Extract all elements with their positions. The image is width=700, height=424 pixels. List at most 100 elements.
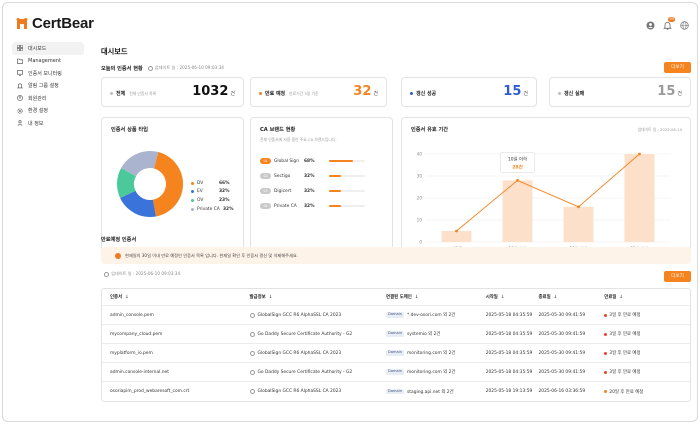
- app-name: CertBear: [32, 15, 94, 32]
- status-dot: [604, 370, 608, 374]
- bar-3[interactable]: [624, 154, 655, 242]
- panel-title: CA 브랜드 현황: [260, 127, 296, 133]
- line-point-0[interactable]: [455, 229, 458, 233]
- table-row[interactable]: osoriapim_prod_webaresoft_com.crt GlobalS…: [102, 382, 690, 401]
- ca-progress-fill: [329, 174, 341, 178]
- sidebar-item-label: 알림 그룹 설정: [28, 83, 59, 90]
- person-icon: [17, 120, 23, 127]
- cert-name[interactable]: mycompany_cloud.pem: [110, 331, 163, 337]
- legend-item-ev: EV 32%: [191, 188, 234, 197]
- linked-domain: Domain systemio 외 2건: [386, 331, 441, 337]
- y-tick-label: 0: [419, 240, 422, 245]
- column-header-start[interactable]: 시작일 ↓: [485, 295, 505, 300]
- rank-badge: 03: [260, 188, 271, 194]
- line-point-1[interactable]: [516, 179, 519, 182]
- domain-tag: Domain: [386, 388, 404, 395]
- status-dot: [110, 92, 113, 95]
- stat-card-renew-success[interactable]: 갱신 성공 15 건: [401, 77, 537, 107]
- end-date: 2025-05-30 09:41:59: [538, 369, 586, 375]
- column-header-domain[interactable]: 연결된 도메인 ↓: [386, 294, 419, 301]
- sidebar-item-members[interactable]: 회원관리: [12, 92, 84, 105]
- donut-slice-ov[interactable]: [117, 167, 137, 198]
- expiry-more-button[interactable]: 더보기: [664, 271, 691, 282]
- line-point-3[interactable]: [638, 152, 641, 156]
- bear-logo-icon: [15, 17, 29, 31]
- stat-value: 1032: [192, 84, 229, 99]
- cert-name[interactable]: osoriapim_prod_webaresoft_com.crt: [110, 389, 190, 394]
- status-dot: [604, 313, 608, 317]
- line-point-2[interactable]: [577, 205, 580, 209]
- check-circle-icon: [249, 389, 255, 394]
- sidebar-item-label: 대시보드: [28, 45, 47, 52]
- sidebar-item-dashboard[interactable]: 대시보드: [12, 42, 84, 55]
- tooltip-value: 28건: [512, 163, 523, 170]
- stat-card-total[interactable]: 전체 전체 인증서 목록 1032 건: [101, 77, 244, 107]
- stat-card-expiring[interactable]: 만료 예정 만료기간 3일 기준 32 건: [250, 77, 387, 107]
- sidebar-item-my-info[interactable]: 내 정보: [12, 117, 84, 130]
- cert-name[interactable]: admin_console.pem: [110, 312, 154, 318]
- ca-name: Global Sign: [274, 158, 299, 164]
- ca-brand-panel: CA 브랜드 현황 전체 인증서에 사용 중인 주요 CA 브랜드입니다. 01…: [250, 117, 393, 263]
- issuer-info: Go Daddy Secure Certificate Authority - …: [249, 331, 387, 337]
- sidebar-item-cert-monitoring[interactable]: 인증서 모니터링: [12, 67, 84, 80]
- ca-name: Private CA: [274, 203, 297, 209]
- refresh-icon[interactable]: [104, 271, 109, 277]
- notification-bell-icon[interactable]: 99: [663, 17, 676, 30]
- refresh-icon[interactable]: [147, 65, 153, 71]
- cert-name[interactable]: myplatform_io.pem: [110, 350, 153, 356]
- ca-progress-bar: [329, 174, 365, 178]
- table-row[interactable]: admin_console.pem GlobalSign GCC R6 Alpha…: [102, 306, 690, 325]
- account-icon[interactable]: [646, 21, 655, 30]
- chart-legend: DV 66% EV 32% OV 23% Private CA 32%: [191, 179, 234, 213]
- donut-slice-private-ca[interactable]: [121, 151, 159, 177]
- ca-progress-bar: [329, 204, 365, 208]
- today-more-button[interactable]: 더보기: [664, 62, 691, 73]
- column-header-cert[interactable]: 인증서 ↓: [110, 295, 129, 300]
- status-dot: [604, 390, 608, 393]
- check-circle-icon: [249, 350, 255, 356]
- donut-slice-ev[interactable]: [120, 190, 156, 217]
- issuer-info: Go Daddy Secure Certificate Authority - …: [249, 369, 387, 375]
- bar-0[interactable]: [441, 231, 472, 242]
- column-header-end[interactable]: 종료일 ↓: [538, 295, 558, 300]
- ca-percent: 68%: [304, 158, 315, 164]
- table-row[interactable]: myplatform_io.pem GlobalSign GCC R6 Alpha…: [102, 344, 690, 363]
- globe-icon[interactable]: [680, 21, 689, 30]
- domain-tag: Domain: [386, 331, 404, 337]
- stat-value: 32: [353, 84, 372, 99]
- expire-status: 3일 후 만료 예정: [604, 369, 690, 375]
- status-dot: [259, 92, 262, 95]
- table-row[interactable]: admin.console-internal.net Go Daddy Secur…: [102, 363, 690, 382]
- notification-count-badge: 99: [668, 17, 676, 22]
- domain-tag: Domain: [386, 350, 404, 356]
- logo[interactable]: CertBear: [15, 15, 94, 32]
- end-date: 2025-05-30 09:41:59: [538, 312, 586, 318]
- sidebar-item-management[interactable]: Management: [12, 55, 84, 68]
- expire-status: 3일 후 만료 예정: [604, 331, 690, 337]
- bar-1[interactable]: [502, 180, 533, 242]
- ca-brand-row: 01 Global Sign 68%: [260, 158, 365, 164]
- sort-arrow-icon: ↓: [619, 294, 624, 300]
- end-date: 2025-05-30 09:41:59: [538, 331, 586, 337]
- column-header-issuer[interactable]: 발급정보 ↓: [249, 294, 273, 301]
- ca-progress-bar: [329, 189, 365, 193]
- cert-name[interactable]: admin.console-internal.net: [110, 369, 169, 375]
- validity-period-panel: 인증서 유효 기간 업데이트 일 : 2025-06-10 010203040만…: [401, 117, 691, 263]
- stat-card-renew-failed[interactable]: 갱신 실패 15 건: [549, 77, 691, 107]
- bar-2[interactable]: [563, 206, 594, 242]
- start-date: 2025-05-18 19:13:59: [485, 389, 533, 394]
- legend-item-ov: OV 23%: [191, 196, 234, 205]
- donut-slice-dv[interactable]: [152, 152, 183, 217]
- user-circle-icon: [17, 95, 23, 102]
- sidebar-item-alert-groups[interactable]: 알림 그룹 설정: [12, 80, 84, 93]
- panel-description: 전체 인증서에 사용 중인 주요 CA 브랜드입니다.: [260, 137, 337, 142]
- ca-brand-row: 04 Private CA 32%: [260, 203, 365, 209]
- column-header-expire[interactable]: 만료일 ↓: [604, 294, 624, 301]
- sidebar-item-label: 내 정보: [28, 120, 44, 127]
- table-row[interactable]: mycompany_cloud.pem Go Daddy Secure Certi…: [102, 325, 690, 344]
- sidebar-item-settings[interactable]: 환경 설정: [12, 105, 84, 118]
- y-tick-label: 20: [417, 196, 423, 201]
- status-dot: [410, 92, 413, 95]
- sidebar: 대시보드 Management 인증서 모니터링 알림 그룹 설정 회원관리 환…: [12, 42, 84, 130]
- sort-arrow-icon: ↓: [414, 294, 419, 300]
